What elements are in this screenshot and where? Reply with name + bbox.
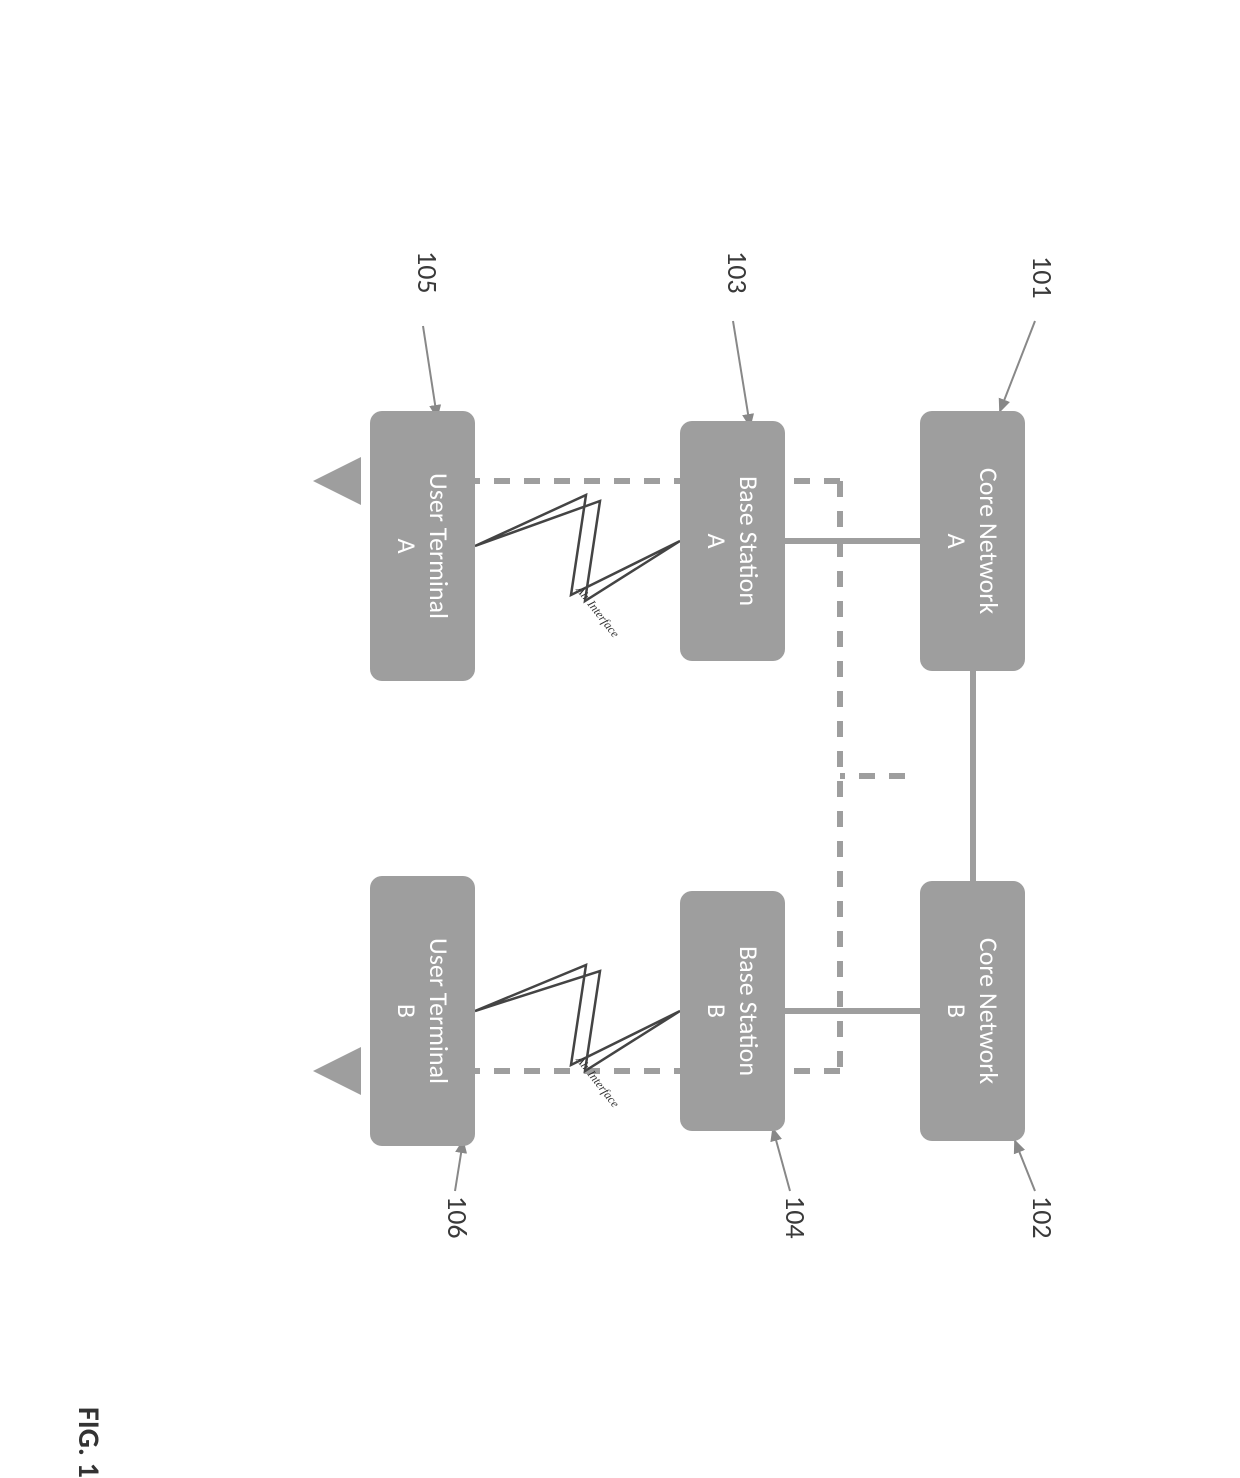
node-user-b: User TerminalB [370, 876, 475, 1146]
ref-label-103: 103 [720, 251, 755, 294]
node-label-line1: Core Network [973, 938, 1004, 1084]
node-label-line1: Base Station [733, 946, 764, 1076]
node-core-b: Core NetworkB [920, 881, 1025, 1141]
ref-label-104: 104 [778, 1196, 813, 1239]
node-base-b: Base StationB [680, 891, 785, 1131]
node-label-line1: Core Network [973, 468, 1004, 614]
node-label-line2: A [391, 538, 422, 553]
ref-label-105: 105 [410, 251, 445, 294]
node-label-line1: Base Station [733, 476, 764, 606]
node-label-line2: A [701, 533, 732, 548]
node-core-a: Core NetworkA [920, 411, 1025, 671]
node-label-line2: B [941, 1004, 972, 1018]
node-base-a: Base StationA [680, 421, 785, 661]
node-label-line1: User Terminal [423, 473, 454, 619]
node-label-line2: A [941, 533, 972, 548]
ref-label-106: 106 [440, 1196, 475, 1239]
air-interface-label: Air Interface [573, 583, 623, 641]
figure-label: FIG. 1 [70, 1407, 107, 1478]
node-label-line1: User Terminal [423, 938, 454, 1084]
node-label-line2: B [701, 1004, 732, 1018]
node-user-a: User TerminalA [370, 411, 475, 681]
air-interface-label: Air Interface [573, 1053, 623, 1111]
ref-label-101: 101 [1025, 256, 1060, 299]
ref-label-102: 102 [1025, 1196, 1060, 1239]
node-label-line2: B [391, 1004, 422, 1018]
diagram-container: Core NetworkACore NetworkBBase StationAB… [145, 181, 1095, 1281]
